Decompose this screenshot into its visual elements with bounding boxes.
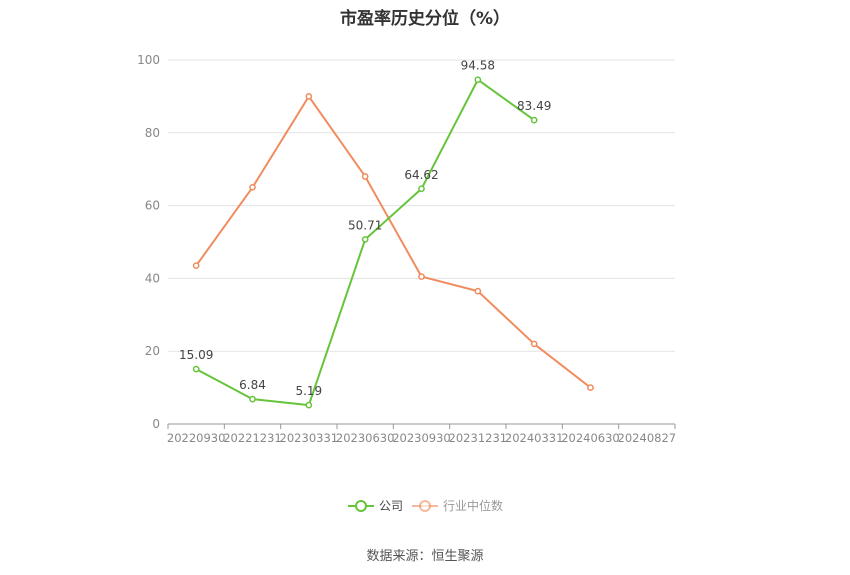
x-tick-label: 20220930 [167, 431, 226, 445]
x-tick-label: 20221231 [223, 431, 282, 445]
x-tick-label: 20230630 [336, 431, 395, 445]
data-label: 64.62 [404, 168, 438, 182]
series-line-1 [195, 95, 592, 389]
x-tick-label: 20240331 [505, 431, 564, 445]
data-point [418, 273, 425, 280]
data-point [305, 401, 313, 409]
data-point [587, 384, 594, 391]
data-point [361, 236, 369, 243]
source-note: 数据来源：恒生聚源 [366, 549, 484, 564]
y-tick-label: 100 [137, 53, 160, 67]
legend-label: 公司 [379, 499, 403, 513]
data-label: 94.58 [461, 59, 495, 73]
data-label: 50.71 [348, 218, 382, 232]
data-point [361, 173, 369, 180]
y-tick-label: 40 [145, 271, 160, 285]
x-tick-label: 20240630 [561, 431, 620, 445]
legend-marker [355, 500, 367, 512]
chart-title: 市盈率历史分位（%） [339, 9, 511, 29]
data-point [474, 287, 482, 295]
y-tick-label: 20 [145, 344, 160, 358]
x-tick-label: 20231231 [449, 431, 508, 445]
data-label: 15.09 [179, 348, 213, 362]
data-label: 83.49 [517, 99, 551, 113]
y-tick-label: 80 [145, 126, 160, 140]
data-point [305, 93, 313, 100]
y-tick-label: 0 [152, 417, 160, 431]
x-tick-label: 20230930 [392, 431, 451, 445]
data-label: 5.19 [295, 384, 322, 398]
x-tick-label: 20240827 [618, 431, 677, 445]
data-point [249, 184, 256, 191]
data-point [249, 395, 256, 403]
data-point [192, 365, 200, 373]
data-point [192, 262, 200, 270]
data-point [530, 116, 538, 124]
legend-marker [419, 500, 431, 512]
data-point [418, 185, 425, 193]
legend-label: 行业中位数 [443, 498, 503, 513]
y-tick-label: 60 [145, 199, 160, 213]
x-tick-label: 20230331 [280, 431, 339, 445]
data-label: 6.84 [239, 378, 266, 392]
data-point [474, 76, 482, 84]
data-point [530, 340, 538, 348]
